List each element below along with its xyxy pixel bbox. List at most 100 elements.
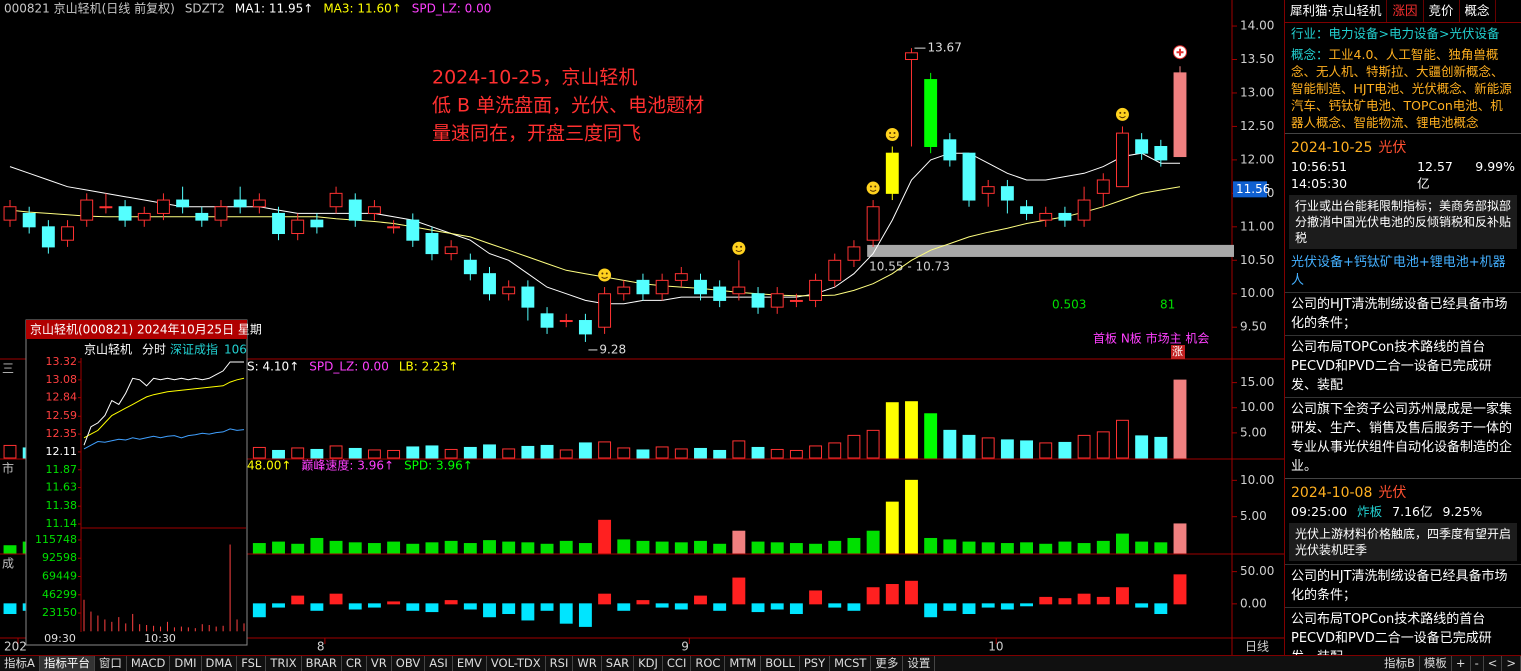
toolbar-tab[interactable]: -	[1471, 656, 1484, 671]
toolbar-tab[interactable]: KDJ	[634, 656, 663, 671]
candle-body	[387, 226, 401, 229]
toolbar-tab[interactable]: RSI	[546, 656, 574, 671]
candle-body	[22, 212, 36, 228]
toolbar-tab[interactable]: TRIX	[266, 656, 302, 671]
bar	[483, 540, 496, 554]
bar	[540, 444, 554, 459]
bar	[905, 479, 918, 554]
tab[interactable]: 犀利猫·京山轻机	[1285, 0, 1388, 22]
toolbar-tab[interactable]: 指标A	[0, 656, 40, 671]
event-tag: 光伏	[1378, 485, 1407, 501]
bar	[789, 543, 803, 554]
bar	[770, 448, 784, 459]
bar	[387, 541, 401, 554]
toolbar-tab[interactable]: +	[1452, 656, 1471, 671]
bar	[463, 543, 477, 554]
bar	[310, 603, 324, 611]
candle-body	[809, 279, 823, 301]
bar	[674, 448, 688, 459]
tab[interactable]: 竞价	[1424, 0, 1460, 22]
candle-body	[118, 206, 132, 221]
toolbar-tab[interactable]: >	[1502, 656, 1521, 671]
y-tick-label: 5.00	[1240, 425, 1267, 439]
window-bg	[25, 319, 248, 646]
window-title-bar	[26, 320, 247, 339]
toolbar-tab[interactable]: 指标平台	[39, 656, 95, 671]
bar	[751, 446, 765, 459]
tab[interactable]: 概念	[1460, 0, 1496, 22]
bar	[694, 595, 707, 605]
time-label: 09:30	[44, 632, 76, 645]
badge	[1171, 345, 1185, 359]
bar	[1135, 603, 1149, 608]
bar	[425, 542, 439, 554]
toolbar-tab[interactable]: 设置	[903, 656, 936, 671]
bar	[425, 603, 439, 613]
candle-body	[751, 293, 765, 308]
toolbar-tab[interactable]: VR	[367, 656, 392, 671]
industry: 行业：电力设备>电力设备>光伏设备	[1285, 23, 1521, 44]
bar	[329, 445, 343, 459]
toolbar-tab[interactable]: PSY	[800, 656, 831, 671]
x-tick-label: 9	[681, 640, 689, 654]
toolbar-tab[interactable]: EMV	[453, 656, 487, 671]
bar	[924, 603, 938, 618]
bar	[1096, 431, 1110, 459]
annotation: 2024-10-25，京山轻机	[432, 67, 637, 89]
candle-body	[866, 206, 880, 241]
bar	[1000, 543, 1014, 554]
event-time: 09:25:00	[1291, 504, 1348, 519]
event-amount: 7.16亿	[1392, 504, 1433, 519]
candle-body	[61, 226, 74, 241]
event-tag: 光伏	[1378, 140, 1407, 156]
toolbar-tab[interactable]: MACD	[127, 656, 171, 671]
toolbar-tab[interactable]: BOLL	[761, 656, 800, 671]
toolbar-tab[interactable]: 指标B	[1380, 656, 1420, 671]
toolbar-tab[interactable]: <	[1484, 656, 1503, 671]
x-tick-label: 202	[4, 640, 27, 654]
toolbar-tab[interactable]: FSL	[237, 656, 267, 671]
candle-body	[1039, 212, 1053, 221]
price-badge	[1233, 181, 1267, 198]
candle-body	[425, 233, 439, 255]
toolbar-tab[interactable]: 更多	[871, 656, 904, 671]
candle-body	[540, 313, 554, 328]
reason: 公司布局TOPCon技术路线的首台PECVD和PVD二合一设备已完成研发、装配	[1285, 335, 1521, 397]
bar	[694, 540, 707, 554]
bar	[962, 434, 976, 459]
candle-body	[636, 279, 650, 295]
toolbar-tab[interactable]: OBV	[392, 656, 426, 671]
toolbar-tab[interactable]: 模板	[1420, 656, 1452, 671]
bar	[924, 537, 938, 554]
toolbar-tab[interactable]: MTM	[725, 656, 762, 671]
toolbar-tab[interactable]: BRAR	[302, 656, 342, 671]
toolbar-tab[interactable]: DMI	[170, 656, 202, 671]
toolbar-tab[interactable]: SAR	[602, 656, 635, 671]
bar	[521, 445, 535, 459]
emoji-eye	[1123, 111, 1126, 114]
bar	[1000, 603, 1014, 610]
toolbar-tab[interactable]: 窗口	[95, 656, 127, 671]
bar	[732, 440, 746, 459]
tab[interactable]: 涨因	[1387, 0, 1424, 22]
emoji-mouth	[601, 276, 608, 279]
bar	[463, 603, 477, 610]
y-tick-label: 0.00	[1240, 596, 1267, 610]
toolbar-tab[interactable]: ROC	[691, 656, 726, 671]
toolbar-tab[interactable]: DMA	[202, 656, 238, 671]
emoji-eye	[874, 185, 877, 188]
bar	[674, 603, 688, 610]
bar	[847, 537, 861, 554]
toolbar-tab[interactable]: MCST	[830, 656, 872, 671]
toolbar-tab[interactable]: ASI	[425, 656, 453, 671]
toolbar-tab[interactable]: WR	[573, 656, 602, 671]
concepts: 概念：工业4.0、人工智能、独角兽概念、无人机、特斯拉、大疆创新概念、智能制造、…	[1285, 44, 1521, 133]
toolbar-tab[interactable]: CCI	[663, 656, 692, 671]
toolbar-tab[interactable]: CR	[342, 656, 367, 671]
bar	[310, 537, 324, 554]
bar	[291, 543, 305, 554]
candle-body	[828, 259, 842, 281]
bar	[828, 540, 842, 554]
toolbar-tab[interactable]: VOL-TDX	[487, 656, 546, 671]
candle-body	[847, 246, 861, 261]
